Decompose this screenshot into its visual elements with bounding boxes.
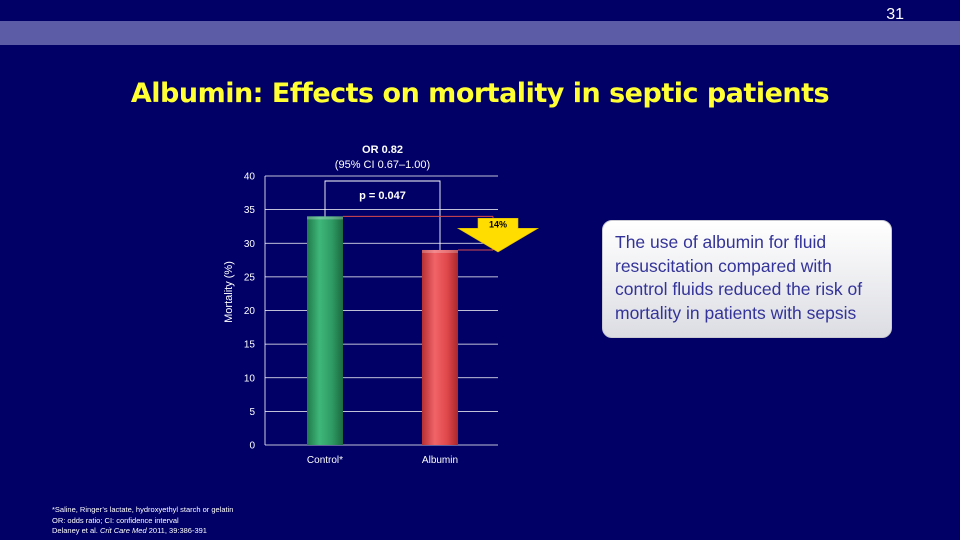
confidence-interval-label: (95% CI 0.67–1.00): [335, 159, 430, 171]
y-axis-label: Mortality (%): [223, 261, 235, 323]
footnote-abbreviations: OR: odds ratio; CI: confidence interval: [52, 515, 179, 525]
y-tick-label-20: 20: [244, 306, 256, 317]
y-tick-label-35: 35: [244, 205, 256, 216]
reference-details: 2011, 39:386-391: [146, 526, 207, 535]
reduction-arrow-icon: [456, 218, 540, 253]
footnote-reference: Delaney et al. Crit Care Med 2011, 39:38…: [52, 526, 233, 537]
y-tick-label-40: 40: [244, 172, 256, 183]
comparison-bracket: [324, 180, 441, 250]
y-tick-label-0: 0: [249, 441, 255, 452]
x-tick-label-albumin: Albumin: [422, 455, 458, 466]
summary-callout: The use of albumin for fluid resuscitati…: [602, 220, 892, 338]
slide-number: 31: [886, 6, 904, 23]
p-value-label: p = 0.047: [359, 190, 406, 202]
y-tick-label-25: 25: [244, 272, 256, 283]
slide-title: Albumin: Effects on mortality in septic …: [130, 78, 830, 109]
reference-journal: Crit Care Med: [99, 526, 147, 535]
y-tick-label-10: 10: [244, 373, 256, 384]
y-tick-label-30: 30: [244, 239, 256, 250]
header-band: [0, 21, 960, 45]
bar-albumin: [422, 249, 458, 445]
footnote-fluids: *Saline, Ringer’s lactate, hydroxyethyl …: [52, 505, 234, 514]
bar-cap-control: [307, 216, 343, 220]
odds-ratio-label: OR 0.82: [362, 144, 403, 156]
y-tick-label-15: 15: [244, 340, 256, 351]
callout-text: The use of albumin for fluid resuscitati…: [615, 232, 863, 323]
y-tick-label-5: 5: [249, 407, 255, 418]
bar-control: [307, 216, 343, 445]
reduction-percent-label: 14%: [489, 219, 507, 229]
x-tick-label-control: Control*: [307, 455, 343, 466]
reference-authors: Delaney et al.: [52, 526, 100, 535]
bar-cap-albumin: [422, 249, 458, 253]
footnotes: *Saline, Ringer’s lactate, hydroxyethyl …: [52, 505, 233, 537]
